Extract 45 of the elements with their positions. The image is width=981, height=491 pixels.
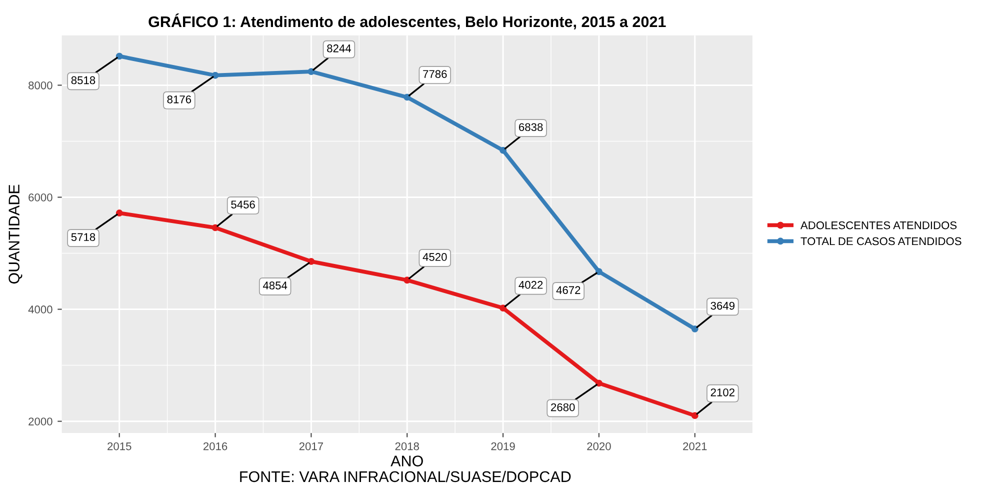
data-label: 6838 [519, 123, 543, 132]
point [212, 224, 219, 232]
point [404, 94, 411, 101]
data-label: 7786 [423, 70, 447, 78]
x-tick-label: 2015 [108, 442, 132, 450]
point [308, 68, 315, 76]
data-label: 2102 [710, 388, 734, 396]
data-label: 3649 [710, 302, 734, 310]
point [500, 146, 507, 154]
data-label: 4854 [262, 282, 288, 290]
point [691, 325, 698, 332]
y-axis-title: QUANTIDADE [8, 184, 22, 284]
x-tick-label: 2017 [299, 442, 323, 450]
data-label: 5456 [231, 200, 255, 208]
data-label: 8244 [327, 44, 352, 52]
y-tick-label: 8000 [28, 81, 52, 90]
point [595, 380, 602, 387]
legend-label: TOTAL DE CASOS ATENDIDOS [800, 237, 962, 246]
source-note: FONTE: VARA INFRACIONAL/SUASE/DOPCAD [240, 470, 571, 482]
data-label: 8176 [167, 95, 192, 104]
data-label: 2680 [551, 403, 575, 412]
point [212, 72, 219, 79]
x-tick-label: 2016 [203, 442, 228, 450]
point [308, 258, 315, 265]
data-label: 5718 [71, 233, 96, 242]
legend-label: ADOLESCENTES ATENDIDOS [800, 221, 957, 230]
data-label: 4672 [556, 286, 580, 294]
y-tick-label: 2000 [28, 418, 52, 426]
x-axis-title: ANO [390, 456, 423, 466]
point [500, 304, 507, 312]
chart-title: GRÁFICO 1: Atendimento de adolescentes, Belo Horizonte, 2015 a 2021 [148, 13, 666, 30]
x-tick-label: 2021 [683, 442, 707, 450]
y-tick-label: 6000 [28, 194, 52, 202]
point [116, 52, 123, 60]
point [691, 412, 698, 420]
x-tick-label: 2020 [587, 442, 611, 450]
point [404, 276, 411, 284]
x-tick-label: 2019 [491, 442, 515, 450]
data-label: 4022 [518, 280, 543, 289]
point [116, 210, 123, 217]
y-tick-label: 4000 [28, 306, 52, 314]
data-label: 8518 [71, 76, 96, 84]
data-label: 4520 [422, 253, 447, 261]
point [595, 268, 602, 276]
x-tick-label: 2018 [395, 442, 419, 450]
